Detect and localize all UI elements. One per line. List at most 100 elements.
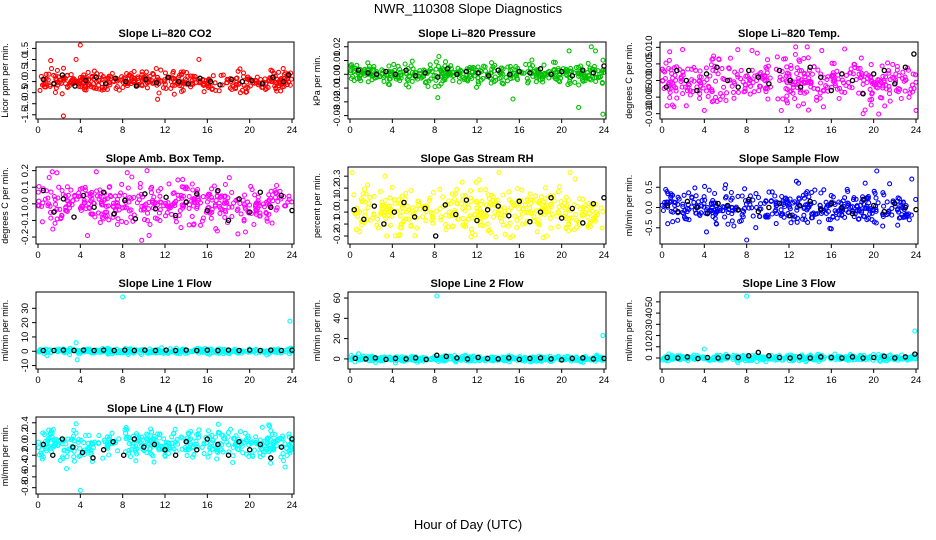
outlier-point [73,421,79,427]
data-point [587,220,593,226]
data-point [535,217,541,223]
data-point [508,205,514,211]
data-point [820,87,826,93]
data-point [402,61,408,67]
data-point [442,59,449,65]
y-tick-label: -10 [20,359,31,373]
data-point [97,220,103,226]
reference-point [194,347,200,354]
reference-point [133,83,140,89]
outlier-point [703,229,710,235]
data-point [185,430,191,436]
data-point [218,447,224,453]
data-point [562,205,568,211]
figure-x-axis-label: Hour of Day (UTC) [413,517,523,532]
data-point [544,209,550,215]
data-point [542,203,548,210]
data-point [82,199,88,205]
data-point [849,208,855,214]
data-point [43,76,49,82]
reference-point [172,212,179,219]
data-point [241,202,247,208]
reference-point [590,356,597,362]
data-point [581,209,587,215]
data-point [557,79,563,85]
reference-point [79,449,86,456]
data-point [212,202,218,208]
data-point [782,203,788,210]
data-point [541,199,547,205]
data-point [472,232,478,238]
reference-point [839,355,845,361]
y-tick-label: 0.01 [332,51,343,70]
data-point [52,220,58,226]
reference-point [185,81,192,87]
data-point [828,226,834,232]
reference-point [912,351,918,357]
data-point [768,198,774,204]
data-point [489,60,495,66]
data-point [53,76,59,82]
data-point [890,61,896,67]
data-point [717,207,723,213]
data-point [836,199,842,205]
data-point [702,183,708,189]
data-point [823,206,829,212]
data-point [912,72,918,78]
data-point [45,445,51,451]
data-point [895,89,901,95]
data-point [889,212,895,218]
data-point [429,213,436,220]
reference-point [839,204,845,211]
data-point [447,356,453,362]
data-point [430,355,436,361]
data-point [82,184,88,190]
data-point [48,189,54,195]
data-point [501,358,507,364]
data-point [527,191,533,197]
reference-point [569,72,576,79]
outlier-point [510,96,516,102]
data-point [660,357,666,363]
reference-point [142,347,148,353]
data-point [276,83,282,89]
data-point [122,204,128,210]
reference-point [892,200,898,207]
x-tick-label: 20 [556,125,567,136]
reference-point [796,354,803,360]
data-point [831,78,837,84]
data-point [229,189,235,196]
data-point [867,97,873,103]
data-point [170,69,176,75]
reference-point [675,355,681,361]
data-point [887,181,893,187]
data-point [221,200,227,207]
data-point [53,73,59,79]
data-point [149,429,155,435]
data-point [251,349,257,355]
data-point [106,217,112,223]
reference-point [442,202,449,208]
reference-point [558,357,565,363]
data-point [852,61,858,67]
data-point [194,189,200,195]
reference-point [197,75,203,82]
outlier-point [860,111,866,117]
data-point [264,218,270,224]
y-axis-label: ml/min per min. [624,300,634,362]
reference-point [278,347,285,354]
data-point [116,87,122,93]
data-point [413,206,419,212]
data-point [772,208,778,214]
data-point [681,210,687,216]
data-point [406,216,412,222]
data-point [54,348,60,354]
reference-points [40,72,292,89]
data-point [685,66,691,72]
data-point [502,208,508,215]
x-tick-label: 16 [514,375,525,386]
data-point [831,61,837,67]
data-point [134,200,140,206]
data-point [564,68,570,74]
data-point [207,450,213,456]
